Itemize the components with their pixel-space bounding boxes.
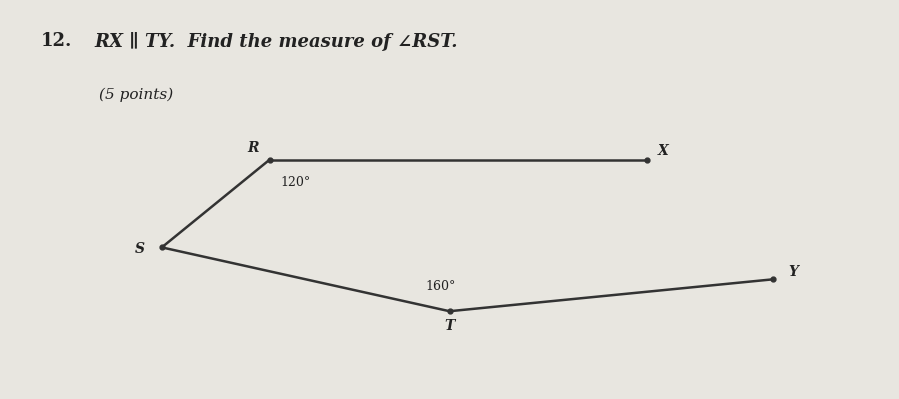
Text: (5 points): (5 points)	[99, 88, 174, 102]
Text: 12.: 12.	[40, 32, 72, 50]
Text: T: T	[444, 319, 455, 334]
Text: R: R	[248, 141, 259, 156]
Text: RX ∥ TY.  Find the measure of ∠RST.: RX ∥ TY. Find the measure of ∠RST.	[94, 32, 458, 51]
Text: 120°: 120°	[280, 176, 311, 189]
Text: Y: Y	[788, 265, 797, 279]
Text: 160°: 160°	[425, 280, 456, 293]
Text: S: S	[134, 242, 145, 257]
Text: X: X	[658, 144, 669, 158]
